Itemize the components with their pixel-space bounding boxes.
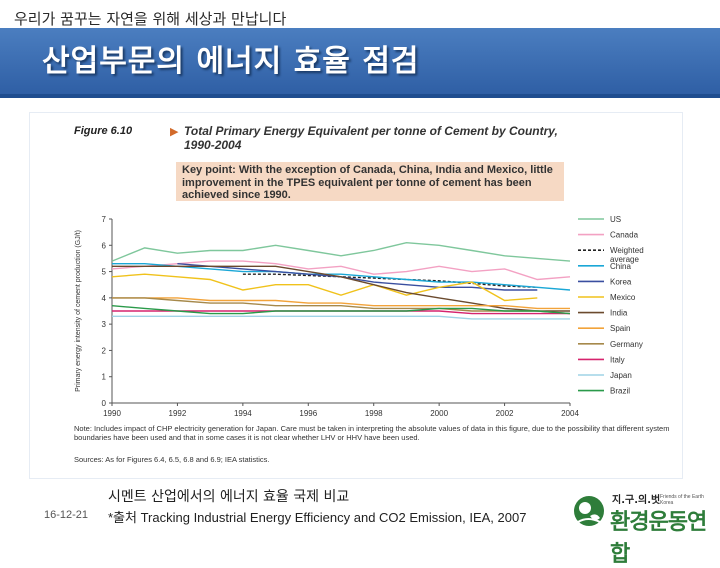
x-tick-label: 1990 [103,409,121,418]
key-point-box: Key point: With the exception of Canada,… [176,162,564,201]
org-top-text: 지.구.의.벗 [612,495,661,506]
y-tick-label: 1 [102,373,107,382]
legend-label: Canada [610,231,639,240]
series-line-japan [112,315,570,320]
legend-label: Mexico [610,293,636,302]
triangle-arrow-icon: ▶ [170,126,179,138]
x-tick-label: 1998 [365,409,383,418]
source-citation: *출처 Tracking Industrial Energy Efficienc… [108,510,527,525]
org-logo: 지.구.의.벗 Friends of the Earth Korea 환경운동연… [572,490,712,567]
legend-label: Germany [610,340,643,349]
page-title: 산업부문의 에너지 효율 점검 [42,44,420,79]
series-line-india [112,265,570,312]
series-line-brazil [111,305,571,315]
figure-caption: 시멘트 산업에서의 에너지 효율 국제 비교 [108,489,350,505]
org-sub-text: Friends of the Earth Korea [660,494,704,506]
x-tick-label: 2000 [430,409,448,418]
legend-label: Weighted average [610,246,644,264]
earth-leaf-icon [574,496,604,526]
x-tick-label: 1996 [299,409,317,418]
y-axis-label: Primary energy intensity of cement produ… [75,230,82,392]
y-tick-label: 5 [102,268,107,277]
y-tick-label: 7 [102,215,107,224]
y-tick-label: 3 [102,320,107,329]
series-line-germany [112,297,571,315]
figure-box: Figure 6.10 ▶ Total Primary Energy Equiv… [30,113,682,478]
y-tick-label: 0 [102,399,107,408]
legend-label: Korea [610,277,632,286]
x-tick-label: 2004 [561,409,579,418]
y-tick-label: 4 [102,294,107,303]
legend-label: India [610,309,628,318]
series-line-mexico [111,273,538,302]
slogan-text: 우리가 꿈꾸는 자연을 위해 세상과 만납니다 [14,10,287,28]
figure-note: Note: Includes impact of CHP electricity… [74,424,670,442]
x-tick-label: 2002 [496,409,514,418]
y-tick-label: 6 [102,241,107,250]
figure-title: Total Primary Energy Equivalent per tonn… [184,124,558,152]
x-tick-label: 1994 [234,409,252,418]
line-chart: 0 1 2 3 4 5 6 7 1990 1992 1994 1996 1998 2000 2002 2004… [75,215,644,418]
legend-label: Japan [610,371,632,380]
figure-sources: Sources: As for Figures 6.4, 6.5, 6.8 an… [74,455,270,464]
legend-label: US [610,215,621,224]
x-tick-label: 1992 [169,409,187,418]
y-tick-label: 2 [102,346,107,355]
legend-label: Italy [610,355,625,364]
figure-label: Figure 6.10 [74,125,133,137]
legend-label: Spain [610,324,630,333]
slide-date: 16-12-21 [44,509,89,521]
title-band [0,28,720,98]
legend-label: China [610,262,631,271]
legend-label: Brazil [610,387,630,396]
series-line-korea [177,263,538,291]
series-line-china [112,263,571,291]
series-line-canada [111,260,571,281]
slide-header: 우리가 꿈꾸는 자연을 위해 세상과 만납니다 산업부문의 에너지 효율 점검 [0,0,720,98]
org-name: 환경운동연합 [610,510,707,567]
series-line-spain [112,297,570,310]
series-line-us [111,241,571,262]
